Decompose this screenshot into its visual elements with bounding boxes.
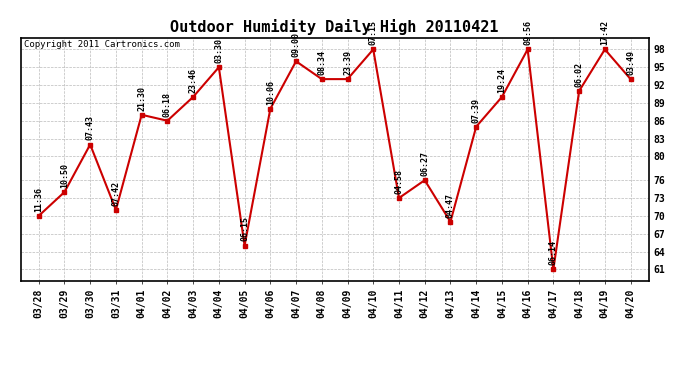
Text: 04:47: 04:47	[446, 193, 455, 217]
Text: 23:46: 23:46	[188, 68, 197, 93]
Text: 10:50: 10:50	[60, 163, 69, 188]
Text: 10:06: 10:06	[266, 80, 275, 105]
Text: 06:14: 06:14	[549, 240, 558, 265]
Text: 09:00: 09:00	[292, 32, 301, 57]
Text: 17:42: 17:42	[600, 20, 609, 45]
Text: 03:30: 03:30	[215, 38, 224, 63]
Text: 06:18: 06:18	[163, 92, 172, 117]
Text: 23:39: 23:39	[343, 50, 352, 75]
Text: 06:02: 06:02	[575, 62, 584, 87]
Text: 06:15: 06:15	[240, 216, 249, 242]
Text: Copyright 2011 Cartronics.com: Copyright 2011 Cartronics.com	[24, 40, 179, 49]
Text: 21:30: 21:30	[137, 86, 146, 111]
Text: 07:15: 07:15	[368, 20, 377, 45]
Text: 07:42: 07:42	[111, 181, 121, 206]
Text: 09:56: 09:56	[523, 20, 532, 45]
Title: Outdoor Humidity Daily High 20110421: Outdoor Humidity Daily High 20110421	[170, 19, 499, 35]
Text: 06:27: 06:27	[420, 151, 429, 176]
Text: 04:58: 04:58	[395, 169, 404, 194]
Text: 19:24: 19:24	[497, 68, 506, 93]
Text: 11:36: 11:36	[34, 187, 43, 211]
Text: 08:34: 08:34	[317, 50, 326, 75]
Text: 07:39: 07:39	[472, 98, 481, 123]
Text: 03:49: 03:49	[626, 50, 635, 75]
Text: 07:43: 07:43	[86, 116, 95, 140]
